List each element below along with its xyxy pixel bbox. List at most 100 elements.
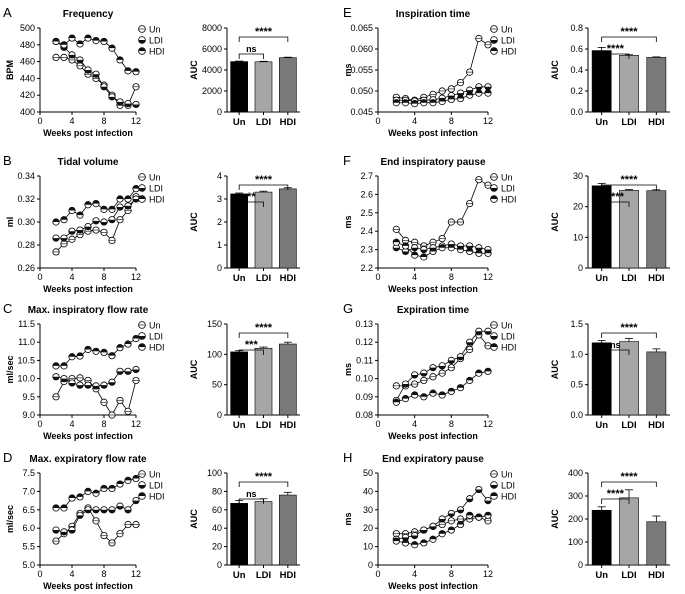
data-point xyxy=(420,253,428,261)
bar-hdi xyxy=(646,351,667,416)
data-point-half xyxy=(100,222,108,226)
data-point xyxy=(475,369,483,377)
data-point xyxy=(68,379,76,387)
data-point-half xyxy=(484,500,492,504)
y-tick-label: 2.7 xyxy=(360,171,373,181)
data-point-half xyxy=(100,206,108,210)
data-point xyxy=(100,398,108,406)
data-point-half xyxy=(52,376,60,380)
data-point-half xyxy=(475,331,483,335)
data-point-half xyxy=(60,238,68,242)
legend-marker xyxy=(490,25,498,33)
data-point xyxy=(392,537,400,545)
bracket-line xyxy=(601,349,630,355)
y-axis-label: AUC xyxy=(189,509,199,529)
line-chart-A: 400 420 440 460 480 500 0 4 8 12 Frequency Weeks po… xyxy=(5,9,165,138)
line-chart-C: 9.0 9.5 10.0 10.5 11.0 11.5 0 4 8 12 Max. inspirat… xyxy=(5,305,165,441)
legend-marker xyxy=(490,332,498,340)
data-point xyxy=(411,531,419,540)
data-point-half xyxy=(466,248,473,252)
data-point xyxy=(401,380,410,388)
bracket-line xyxy=(238,481,289,487)
y-tick-label: 8000 xyxy=(202,23,222,33)
significance-label: **** xyxy=(607,488,625,500)
line-chart-F: 2.2 2.3 2.4 2.5 2.6 2.7 0 4 8 12 End inspiratory p… xyxy=(343,157,517,294)
y-tick-label: 5.0 xyxy=(22,560,35,570)
x-tick-label: 4 xyxy=(412,116,417,126)
data-point-half xyxy=(60,362,68,366)
data-point xyxy=(68,34,76,42)
y-tick-label: 9.5 xyxy=(22,392,35,402)
significance-bracket: **** xyxy=(601,471,657,487)
data-point-half xyxy=(475,250,483,254)
data-point-half xyxy=(484,512,492,516)
x-tick-label: 12 xyxy=(483,116,493,126)
data-point xyxy=(392,530,400,538)
data-point xyxy=(116,98,124,106)
data-point-half xyxy=(438,519,446,523)
series-un xyxy=(392,176,492,250)
significance-bracket: **** xyxy=(601,488,630,504)
data-point xyxy=(466,247,474,256)
x-tick-label: HDI xyxy=(280,273,296,284)
data-point xyxy=(84,487,92,495)
series-line-ldi xyxy=(55,500,137,533)
data-point xyxy=(447,364,455,372)
data-point xyxy=(475,34,483,43)
y-tick-label: 100 xyxy=(207,468,222,478)
data-point xyxy=(447,517,455,525)
x-axis-label: Weeks post infection xyxy=(43,431,133,441)
data-point xyxy=(84,345,92,354)
x-tick-label: 12 xyxy=(483,419,493,429)
data-point xyxy=(100,531,108,540)
bar-hdi xyxy=(279,494,297,566)
data-point xyxy=(429,247,437,256)
legend-label: LDI xyxy=(501,184,515,194)
significance-label: ** xyxy=(247,191,256,203)
legend-label: LDI xyxy=(149,481,163,491)
y-tick-label: 0 xyxy=(217,263,222,273)
legend-marker-half xyxy=(490,47,498,51)
data-point xyxy=(456,79,465,87)
data-point xyxy=(475,327,483,335)
data-point-half xyxy=(76,385,84,389)
legend-marker-half xyxy=(490,343,498,347)
data-point xyxy=(447,387,455,395)
data-point-half xyxy=(457,521,464,525)
line-chart-G: 0.08 0.09 0.10 0.11 0.12 0.13 0 4 8 12 Expiration … xyxy=(343,305,517,441)
series-hdi xyxy=(52,185,140,226)
data-point xyxy=(100,348,108,356)
data-point-half xyxy=(457,356,464,360)
y-tick-label: 30 xyxy=(363,505,373,515)
data-point xyxy=(411,244,419,252)
data-point xyxy=(132,520,140,529)
bar-un xyxy=(230,503,248,566)
legend-marker xyxy=(138,173,146,181)
bracket-line xyxy=(601,201,630,207)
panel-letter: H xyxy=(343,450,352,465)
x-tick-label: 0 xyxy=(375,419,380,429)
x-tick-label: 8 xyxy=(101,116,106,126)
data-point xyxy=(466,68,474,76)
y-axis-label: AUC xyxy=(189,212,199,232)
data-point xyxy=(429,522,437,530)
data-point-half xyxy=(68,382,76,387)
series-hdi xyxy=(52,334,140,370)
data-point-half xyxy=(132,68,140,72)
y-tick-label: 200 xyxy=(568,514,583,524)
legend-marker xyxy=(138,470,146,478)
bar-hdi xyxy=(646,521,667,566)
data-point xyxy=(466,200,474,208)
data-point xyxy=(411,391,419,399)
data-point xyxy=(92,70,100,78)
data-point-half xyxy=(124,509,132,513)
legend-marker-half xyxy=(138,40,146,44)
data-point xyxy=(100,83,108,91)
series-un xyxy=(392,331,492,390)
x-tick-label: 8 xyxy=(449,272,454,282)
y-tick-label: 9.0 xyxy=(22,410,35,420)
data-point xyxy=(60,528,68,536)
data-point xyxy=(108,539,116,547)
y-tick-label: 460 xyxy=(20,57,35,67)
data-point-half xyxy=(92,37,100,41)
